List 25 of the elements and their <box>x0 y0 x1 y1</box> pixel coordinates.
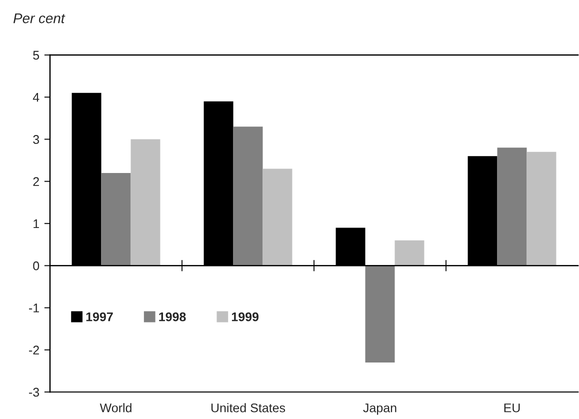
bar <box>365 266 395 363</box>
bar <box>526 152 556 266</box>
bar <box>497 148 527 266</box>
y-tick-label: -2 <box>29 346 39 354</box>
y-tick-label: -1 <box>29 304 39 312</box>
legend-label: 1997 <box>86 312 113 322</box>
y-tick-label: 2 <box>33 177 39 186</box>
legend-label: 1999 <box>232 312 259 322</box>
y-tick-label: 0 <box>33 261 40 270</box>
y-tick-label: -3 <box>29 388 40 397</box>
bar <box>101 172 131 266</box>
y-tick-label: 4 <box>32 93 40 102</box>
y-tick-label: 3 <box>33 135 40 144</box>
x-tick-label: Japan <box>363 404 396 415</box>
bar <box>262 168 292 266</box>
bar <box>394 240 424 266</box>
x-tick-label: World <box>100 403 132 412</box>
bar <box>233 126 263 266</box>
chart-title: Per cent <box>13 14 66 24</box>
legend-label: 1998 <box>159 312 186 322</box>
x-tick-label: United States <box>211 403 286 412</box>
y-tick-label: 5 <box>33 50 40 60</box>
bar <box>130 139 160 266</box>
x-tick-label: EU <box>504 404 520 412</box>
y-tick-label: 1 <box>34 219 39 228</box>
